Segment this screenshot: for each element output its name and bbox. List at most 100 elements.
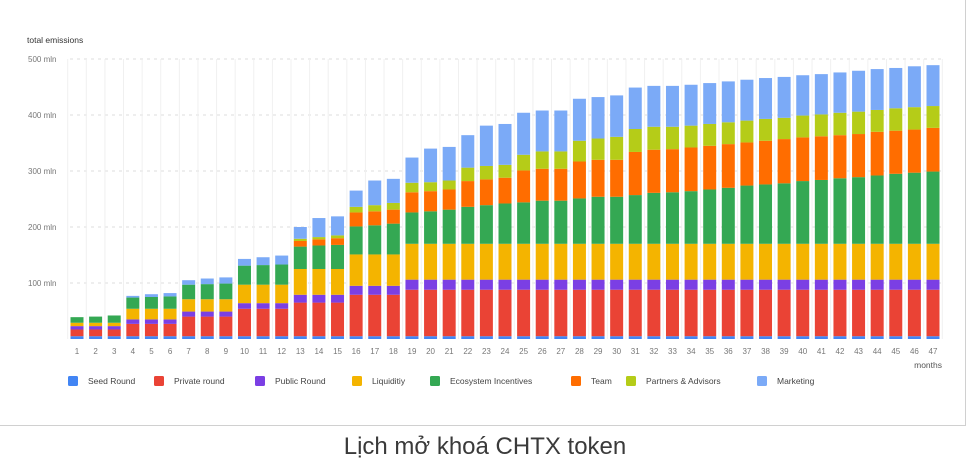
x-tick-label: 39 [780,347,789,356]
bar-segment-seed-round [926,336,940,339]
x-tick-label: 20 [426,347,435,356]
bar-segment-liquiditiy [833,243,847,280]
bar-segment-public-round [833,279,847,290]
bar-segment-liquiditiy [293,269,307,295]
bar-segment-ecosystem-incentives [275,264,289,285]
bar-segment-partners-advisors [554,151,568,169]
bar-segment-marketing [703,83,717,124]
bar-segment-liquiditiy [889,243,903,280]
bar-segment-public-round [442,279,456,290]
bar-segment-partners-advisors [349,206,363,213]
x-tick-label: 8 [205,347,210,356]
bar-segment-public-round [256,303,270,309]
bar-segment-marketing [163,293,177,297]
bar-segment-partners-advisors [814,114,828,137]
bar-segment-team [907,129,921,173]
bar-segment-public-round [703,279,717,290]
legend-label: Liquiditiy [372,376,406,386]
bar-segment-seed-round [442,336,456,339]
bar-segment-team [796,137,810,182]
bar-segment-public-round [889,279,903,290]
bar-segment-private-round [777,289,791,337]
bar-segment-seed-round [219,336,233,339]
y-tick-label: 500 mln [28,55,56,64]
bar-segment-seed-round [665,336,679,339]
bar-segment-public-round [610,279,624,290]
x-tick-label: 1 [75,347,80,356]
bar-segment-marketing [796,75,810,116]
bar-segment-ecosystem-incentives [70,317,84,323]
bar-segment-marketing [256,257,270,266]
x-tick-label: 35 [705,347,714,356]
bar-segment-private-round [237,308,251,337]
bar-segment-liquiditiy [814,243,828,280]
bar-segment-private-round [498,289,512,337]
legend-swatch [255,376,265,386]
bar-segment-team [368,211,382,226]
bar-segment-private-round [368,294,382,337]
bar-segment-team [814,136,828,180]
bar-segment-ecosystem-incentives [703,189,717,244]
bar-segment-seed-round [889,336,903,339]
bar-segment-marketing [349,190,363,207]
bar-segment-marketing [852,70,866,112]
bar-segment-liquiditiy [554,243,568,280]
bar-segment-marketing [368,180,382,206]
bar-segment-team [461,181,475,207]
legend-label: Seed Round [88,376,136,386]
bar-segment-private-round [293,302,307,337]
bar-segment-marketing [182,280,196,285]
bar-segment-marketing [870,69,884,110]
bar-segment-liquiditiy [163,308,177,320]
bar-segment-seed-round [777,336,791,339]
bar-segment-private-round [796,289,810,337]
bar-segment-ecosystem-incentives [759,184,773,244]
bar-segment-liquiditiy [386,254,400,286]
x-tick-label: 38 [761,347,770,356]
bar-segment-partners-advisors [535,151,549,169]
x-axis-label: months [914,360,942,370]
bar-segment-team [647,149,661,193]
bar-segment-team [591,159,605,197]
bar-segment-marketing [275,255,289,265]
bar-segment-public-round [926,279,940,290]
bar-segment-team [479,179,493,206]
y-tick-label: 400 mln [28,111,56,120]
x-tick-label: 23 [482,347,491,356]
bar-segment-private-round [703,289,717,337]
bar-segment-private-round [833,289,847,337]
bar-segment-seed-round [163,336,177,339]
x-tick-label: 3 [112,347,117,356]
bar-segment-seed-round [814,336,828,339]
bars [70,65,940,339]
legend-swatch [154,376,164,386]
bar-segment-ecosystem-incentives [870,175,884,244]
bar-segment-public-round [126,319,140,324]
legend-label: Partners & Advisors [646,376,721,386]
legend-item: Public Round [255,376,326,386]
bar-segment-seed-round [703,336,717,339]
legend-item: Marketing [757,376,815,386]
bar-segment-private-round [89,329,103,337]
bar-segment-ecosystem-incentives [182,284,196,300]
chart-frame: total emissions months 100 mln 200 mln 300… [0,0,966,426]
bar-segment-marketing [535,110,549,152]
x-tick-label: 32 [649,347,658,356]
bar-segment-public-round [331,294,345,303]
bar-segment-partners-advisors [312,237,326,240]
bar-segment-seed-round [554,336,568,339]
bar-segment-team [554,168,568,201]
x-tick-label: 26 [538,347,547,356]
bar-segment-partners-advisors [461,167,475,182]
bar-segment-partners-advisors [293,238,307,241]
bar-segment-liquiditiy [703,243,717,280]
bar-segment-ecosystem-incentives [889,173,903,244]
bar-segment-private-round [126,323,140,337]
x-tick-label: 13 [296,347,305,356]
legend-swatch [571,376,581,386]
bar-segment-public-round [275,303,289,309]
y-axis-label: total emissions [27,35,83,45]
x-tick-label: 41 [817,347,826,356]
bar-segment-seed-round [535,336,549,339]
bar-segment-public-round [312,294,326,303]
